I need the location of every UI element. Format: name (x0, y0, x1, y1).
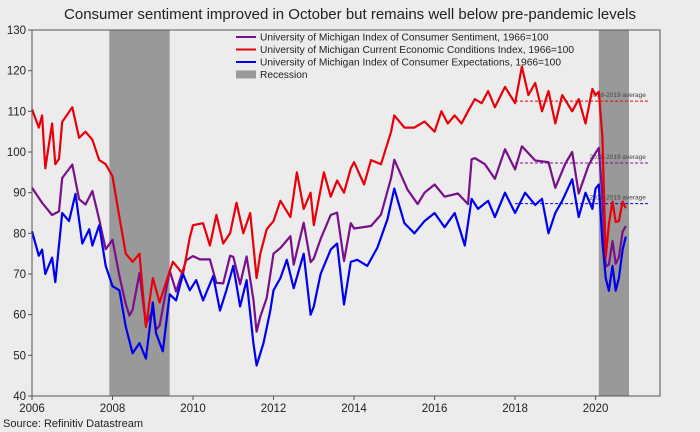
x-tick-label-2016: 2016 (422, 403, 448, 415)
average-label-sentiment: 2018-2019 average (590, 154, 647, 161)
legend-label-recession: Recession (260, 70, 308, 81)
y-tick-label-40: 40 (13, 391, 26, 403)
x-tick-label-2010: 2010 (180, 403, 206, 415)
legend-label-expectations: University of Michigan Index of Consumer… (260, 58, 561, 69)
y-tick-label-60: 60 (13, 310, 26, 322)
x-tick-label-2008: 2008 (100, 403, 126, 415)
series-line-sentiment (31, 145, 627, 333)
x-tick-label-2020: 2020 (583, 403, 609, 415)
x-axis: 2006 2008 2010 2012 2014 2016 2018 2020 (19, 396, 608, 415)
y-tick-label-50: 50 (13, 350, 26, 362)
legend: University of Michigan Index of Consumer… (236, 33, 574, 81)
average-label-expectations: 2018-2019 average (590, 195, 647, 202)
legend-swatch-recession (236, 70, 256, 79)
y-tick-label-130: 130 (7, 25, 26, 37)
y-axis: 40 50 60 70 80 90 100 110 120 130 (7, 25, 32, 403)
series-lines (30, 65, 627, 367)
x-tick-label-2018: 2018 (502, 403, 528, 415)
y-tick-label-90: 90 (13, 188, 26, 200)
plot-frame (31, 29, 661, 397)
y-tick-label-110: 110 (8, 106, 26, 118)
x-tick-label-2006: 2006 (19, 403, 45, 415)
source-note: Source: Refinitiv Datastream (3, 418, 143, 430)
average-label-current: 2018-2019 average (590, 92, 647, 99)
legend-label-current: University of Michigan Current Economic … (260, 45, 574, 56)
series-line-current (30, 65, 627, 328)
y-tick-label-100: 100 (7, 147, 26, 159)
chart-title: Consumer sentiment improved in October b… (64, 6, 636, 23)
legend-label-sentiment: University of Michigan Index of Consumer… (260, 33, 549, 44)
y-tick-label-120: 120 (7, 66, 26, 78)
x-tick-label-2012: 2012 (261, 403, 287, 415)
y-tick-label-70: 70 (13, 269, 26, 281)
y-tick-label-80: 80 (13, 228, 26, 240)
x-tick-label-2014: 2014 (341, 403, 367, 415)
series-line-expectations (30, 178, 627, 367)
recession-bands (109, 30, 630, 396)
